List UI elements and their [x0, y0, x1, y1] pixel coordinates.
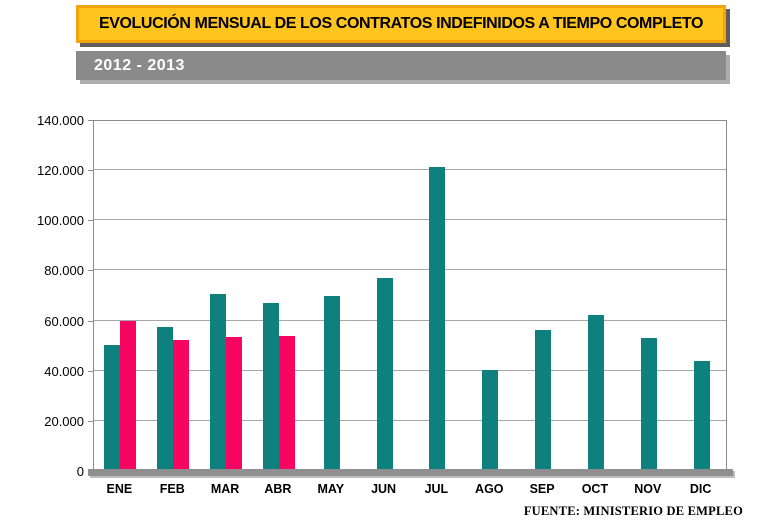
- y-tick-label: 120.000: [37, 163, 84, 179]
- plot-area: [93, 120, 727, 471]
- bar-2012-jun: [376, 278, 393, 471]
- chart-subtitle: 2012 - 2013: [94, 56, 185, 74]
- bar-2013-mar: [226, 337, 243, 471]
- y-tick-label: 40.000: [44, 363, 84, 379]
- bar-2013-ene: [120, 321, 137, 471]
- source-note: FUENTE: MINISTERIO DE EMPLEO: [523, 504, 743, 518]
- x-cat-label-feb: FEB: [159, 482, 185, 496]
- y-tick-label: 100.000: [37, 213, 84, 229]
- x-cat-label-nov: NOV: [634, 482, 662, 496]
- bar-2012-jul: [429, 167, 446, 471]
- bar-2012-ene: [104, 345, 121, 471]
- gridline-20.000: [94, 419, 726, 421]
- x-cat-label-ago: AGO: [475, 482, 504, 496]
- bar-2012-feb: [157, 326, 174, 471]
- bar-2012-abr: [262, 303, 279, 471]
- y-tick-mark: [88, 320, 93, 322]
- gridline-80.000: [94, 269, 726, 271]
- y-tick-label: 60.000: [44, 313, 84, 329]
- y-tick-mark: [88, 170, 93, 172]
- x-cat-label-oct: OCT: [581, 482, 609, 496]
- x-cat-label-sep: SEP: [529, 482, 555, 496]
- gridline-40.000: [94, 369, 726, 371]
- y-tick-mark: [88, 420, 93, 422]
- x-cat-label-may: MAY: [317, 482, 345, 496]
- gridline-100.000: [94, 219, 726, 221]
- x-cat-label-jun: JUN: [371, 482, 397, 496]
- x-cat-label-abr: ABR: [264, 482, 292, 496]
- x-cat-label-ene: ENE: [106, 482, 133, 496]
- x-cat-label-dic: DIC: [689, 482, 712, 496]
- chart-title-banner: EVOLUCIÓN MENSUAL DE LOS CONTRATOS INDEF…: [76, 5, 726, 43]
- bar-2012-dic: [693, 361, 710, 471]
- x-cat-label-jul: JUL: [424, 482, 449, 496]
- y-tick-mark: [88, 120, 93, 121]
- chart-title: EVOLUCIÓN MENSUAL DE LOS CONTRATOS INDEF…: [98, 15, 704, 32]
- bar-2012-oct: [587, 314, 604, 471]
- bar-2012-may: [323, 296, 340, 471]
- y-tick-label: 80.000: [44, 263, 84, 279]
- bar-2013-abr: [278, 335, 295, 471]
- chart-subtitle-bar: 2012 - 2013: [76, 51, 726, 80]
- y-tick-label: 140.000: [37, 113, 84, 128]
- y-tick-label: 0: [76, 464, 84, 479]
- bar-2012-nov: [640, 338, 657, 471]
- y-tick-label: 20.000: [44, 413, 84, 429]
- gridline-120.000: [94, 169, 726, 171]
- bar-2013-feb: [173, 339, 190, 471]
- y-tick-mark: [88, 220, 93, 222]
- x-cat-label-mar: MAR: [210, 482, 240, 496]
- x-axis-baseline: [88, 469, 733, 476]
- bar-2012-sep: [535, 329, 552, 471]
- y-tick-mark: [88, 270, 93, 272]
- gridline-60.000: [94, 319, 726, 321]
- y-tick-mark: [88, 370, 93, 372]
- bar-2012-ago: [482, 369, 499, 471]
- bar-2012-mar: [210, 293, 227, 471]
